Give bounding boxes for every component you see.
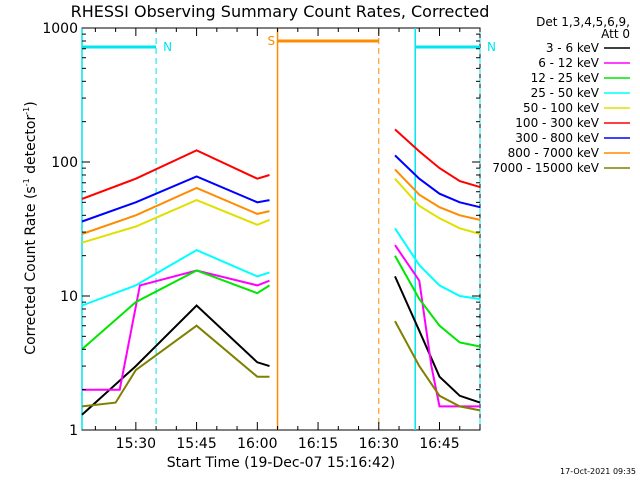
y-axis-label-superscript: -1 [22,178,31,186]
legend-entry-label: 50 - 100 keV [523,101,600,115]
plot-frame [81,27,481,431]
y-tick-label: 100 [51,155,78,171]
y-tick-label: 10 [60,289,78,305]
legend-entry-label: 6 - 12 keV [538,56,600,70]
series-line [81,154,481,223]
footer-timestamp: 17-Oct-2021 09:35 [560,467,636,476]
x-tick-label: 15:45 [176,436,216,452]
y-axis-label-part: detector [23,115,39,179]
y-axis-label: Corrected Count Rate (s-1 detector-1) [22,101,39,354]
legend-entry-label: 3 - 6 keV [546,41,600,55]
series-line [81,178,481,244]
legend-entry-label: 12 - 25 keV [531,71,600,85]
legend-header: Att 0 [601,27,630,41]
night-label: N [163,40,172,54]
night-label: N [487,40,496,54]
series-line [81,227,481,307]
chart-title: RHESSI Observing Summary Count Rates, Co… [71,2,490,21]
y-axis-label-part: Corrected Count Rate (s [23,186,39,354]
series-line [81,255,481,351]
series-line [82,244,480,408]
saa-label: S [268,34,276,48]
legend-entry-label: 7000 - 15000 keV [492,161,599,175]
legend-entry-label: 300 - 800 keV [515,131,599,145]
series-line [81,128,481,200]
x-tick-label: 16:45 [419,436,459,452]
legend-entry-label: 800 - 7000 keV [508,146,600,160]
x-tick-label: 16:00 [237,436,277,452]
y-axis-label-superscript: -1 [22,107,31,115]
series-line [81,168,481,235]
y-tick-label: 1000 [42,21,78,37]
x-tick-label: 16:30 [359,436,399,452]
x-tick-label: 16:15 [298,436,338,452]
legend-header: Det 1,3,4,5,6,9, [536,15,630,29]
x-tick-label: 15:30 [116,436,156,452]
legend-entry-label: 100 - 300 keV [515,116,599,130]
x-axis-label: Start Time (19-Dec-07 15:16:42) [167,455,395,471]
y-tick-label: 1 [69,423,78,439]
legend-entry-label: 25 - 50 keV [531,86,600,100]
y-axis-label-part: ) [23,101,39,106]
series-line [81,275,481,416]
series-line [81,320,481,412]
